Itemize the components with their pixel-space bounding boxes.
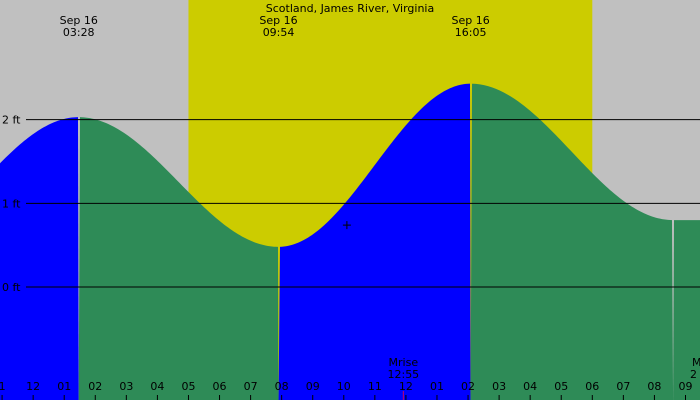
x-tick-label: 09 xyxy=(306,380,320,393)
tide-event-time: 16:05 xyxy=(455,26,487,39)
x-tick-label: 02 xyxy=(461,380,475,393)
y-tick-label: 2 ft xyxy=(2,114,21,127)
moonrise-time: 12:55 xyxy=(387,368,419,381)
x-tick-label: 06 xyxy=(213,380,227,393)
tide-area xyxy=(0,83,700,400)
x-tick-label: 12 xyxy=(26,380,40,393)
tide-event-date: Sep 16 xyxy=(60,14,98,27)
x-tick-label: 05 xyxy=(181,380,195,393)
x-tick-label: 08 xyxy=(647,380,661,393)
x-tick-label: 02 xyxy=(88,380,102,393)
chart-title: Scotland, James River, Virginia xyxy=(266,2,434,15)
tide-event-date: Sep 16 xyxy=(452,14,490,27)
x-tick-label: 07 xyxy=(244,380,258,393)
x-tick-label: 11 xyxy=(368,380,382,393)
x-tick-label: 04 xyxy=(523,380,537,393)
y-tick-label: 0 ft xyxy=(2,281,21,294)
x-tick-label: 07 xyxy=(616,380,630,393)
x-tick-label: 03 xyxy=(492,380,506,393)
x-tick-label: 03 xyxy=(119,380,133,393)
x-tick-label: 09 xyxy=(678,380,692,393)
tide-event-date: Sep 16 xyxy=(259,14,297,27)
y-tick-label: 1 ft xyxy=(2,197,21,210)
x-tick-label: 08 xyxy=(275,380,289,393)
edge-moon-time: 2 xyxy=(690,368,697,381)
tide-event-time: 03:28 xyxy=(63,26,95,39)
x-tick-label: 1 xyxy=(0,380,6,393)
grid-lines xyxy=(26,119,700,288)
x-tick-label: 06 xyxy=(585,380,599,393)
edge-moon-label: M xyxy=(692,356,700,369)
tide-event-time: 09:54 xyxy=(263,26,295,39)
y-tick-labels: 0 ft 1 ft 2 ft xyxy=(2,114,21,294)
falling-tide-area xyxy=(470,83,674,400)
rising-tide-area xyxy=(0,117,79,400)
x-tick-label: 05 xyxy=(554,380,568,393)
x-tick-label: 01 xyxy=(57,380,71,393)
x-ticks: 1 12 01 02 03 04 05 06 07 08 09 10 11 12 01 02 03 04 05 06 0… xyxy=(0,380,692,400)
rising-tide-area xyxy=(278,83,471,400)
moonrise-label: Mrise xyxy=(389,356,419,369)
x-tick-label: 01 xyxy=(430,380,444,393)
falling-tide-area xyxy=(78,117,279,400)
x-tick-label: 12 xyxy=(399,380,413,393)
x-tick-label: 10 xyxy=(337,380,351,393)
x-tick-label: 04 xyxy=(150,380,164,393)
falling-tide-area xyxy=(673,220,700,400)
